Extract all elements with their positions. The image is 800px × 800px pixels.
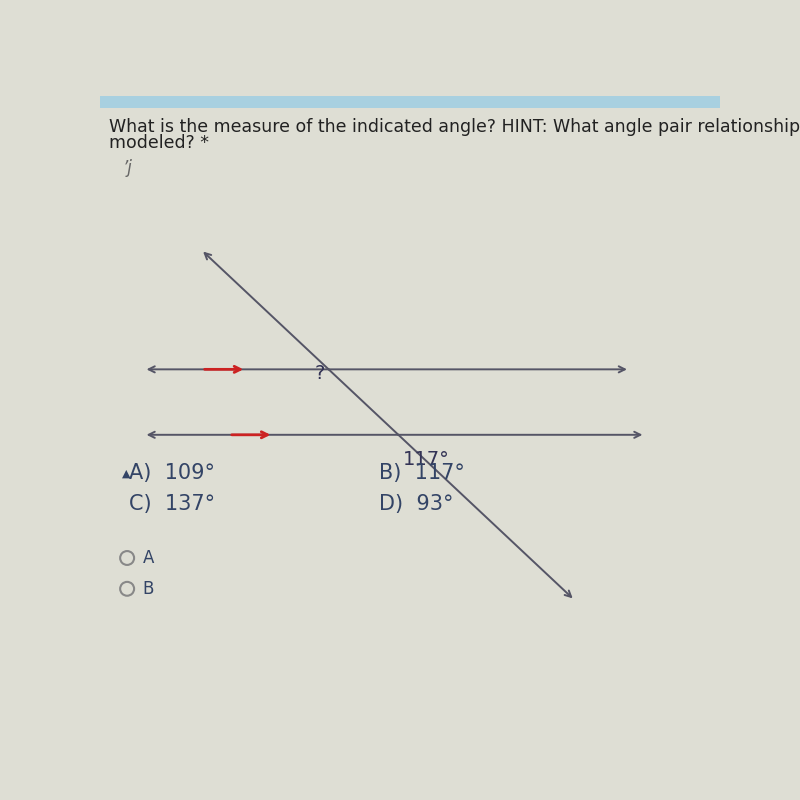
Text: ?: ? [314, 364, 325, 383]
FancyBboxPatch shape [100, 96, 720, 107]
Text: ’j: ’j [123, 159, 133, 177]
Text: A: A [142, 549, 154, 567]
Text: C)  137°: C) 137° [130, 494, 215, 514]
Text: D)  93°: D) 93° [379, 494, 454, 514]
Text: ▲: ▲ [122, 468, 130, 478]
Text: modeled? *: modeled? * [110, 134, 210, 153]
Text: B: B [142, 580, 154, 598]
Text: A)  109°: A) 109° [130, 463, 215, 483]
Text: B)  117°: B) 117° [379, 463, 465, 483]
Text: What is the measure of the indicated angle? HINT: What angle pair relationship i: What is the measure of the indicated ang… [110, 118, 800, 135]
Text: 117°: 117° [403, 450, 450, 469]
